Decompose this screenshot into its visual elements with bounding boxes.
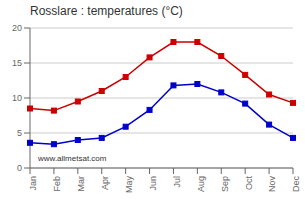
svg-text:10: 10 (12, 93, 22, 103)
html-text:Rosslare : temperatures (°C): Rosslare : temperatures (°C) (30, 4, 183, 18)
svg-text:5: 5 (17, 128, 22, 138)
svg-text:Aug: Aug (196, 176, 206, 192)
svg-text:Jun: Jun (148, 176, 158, 191)
svg-text:Nov: Nov (267, 176, 277, 193)
svg-text:Oct: Oct (244, 176, 254, 191)
svg-text:Mar: Mar (76, 176, 86, 192)
svg-text:Jul: Jul (172, 176, 182, 188)
svg-text:May: May (124, 176, 134, 194)
svg-text:Sep: Sep (220, 176, 230, 192)
svg-text:Feb: Feb (52, 176, 62, 192)
svg-text:15: 15 (12, 58, 22, 68)
svg-text:Apr: Apr (100, 176, 110, 190)
svg-text:20: 20 (12, 23, 22, 33)
html-text:www.allmetsat.com: www.allmetsat.com (38, 154, 107, 163)
svg-text:Jan: Jan (28, 176, 38, 191)
svg-text:0: 0 (17, 163, 22, 173)
svg-text:Dec: Dec (291, 176, 297, 193)
